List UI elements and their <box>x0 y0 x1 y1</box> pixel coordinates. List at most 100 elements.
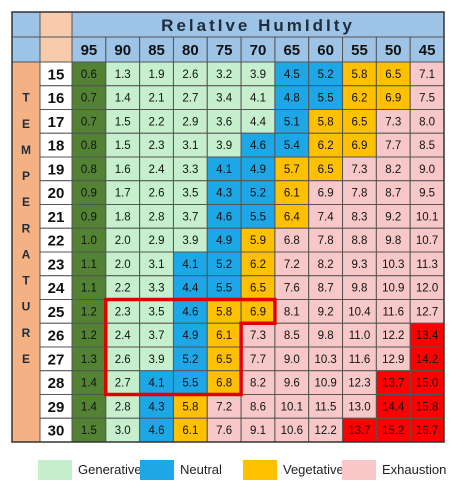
cell-value-label: 15.8 <box>416 401 438 413</box>
cell-value-label: 5.8 <box>351 69 367 81</box>
cell-value-label: 7.3 <box>385 116 401 128</box>
y-axis-label-letter: A <box>22 247 31 261</box>
cell-value-label: 6.1 <box>284 188 300 200</box>
y-tick-label: 28 <box>48 375 65 392</box>
cell-value-label: 4.1 <box>250 93 266 105</box>
cell-value-label: 1.2 <box>81 330 97 342</box>
cell-value-label: 8.7 <box>385 188 401 200</box>
cell-value-label: 5.5 <box>250 211 266 223</box>
cell-value-label: 1.8 <box>115 211 131 223</box>
cell-value-label: 4.5 <box>284 69 300 81</box>
cell-value-label: 8.5 <box>284 330 300 342</box>
cell-value-label: 1.5 <box>115 140 131 152</box>
y-axis-label-letter: E <box>22 195 30 209</box>
cell-value-label: 4.1 <box>182 259 198 271</box>
cell-value-label: 11.5 <box>315 401 337 413</box>
cell-value-label: 1.7 <box>115 188 131 200</box>
x-tick-label: 75 <box>216 42 233 59</box>
cell-value-label: 10.6 <box>281 425 303 437</box>
legend-swatch-vegetative <box>243 460 277 480</box>
y-axis-label-letter: R <box>22 221 31 235</box>
cell-value-label: 4.6 <box>216 211 232 223</box>
cell-value-label: 7.6 <box>216 425 232 437</box>
cell-value-label: 9.3 <box>351 259 367 271</box>
cell-value-label: 2.0 <box>115 235 131 247</box>
cell-value-label: 14.2 <box>416 354 438 366</box>
cell-value-label: 12.2 <box>382 330 404 342</box>
cell-value-label: 6.5 <box>318 164 334 176</box>
y-tick-label: 21 <box>48 209 65 226</box>
x-tick-label: 55 <box>351 42 368 59</box>
cell-value-label: 6.8 <box>284 235 300 247</box>
y-tick-label: 26 <box>48 328 65 345</box>
cell-value-label: 6.4 <box>284 211 301 223</box>
cell-value-label: 6.9 <box>351 140 367 152</box>
cell-value-label: 3.3 <box>182 164 198 176</box>
cell-value-label: 10.3 <box>314 354 336 366</box>
cell-value-label: 3.3 <box>149 283 165 295</box>
cell-value-label: 5.1 <box>284 116 300 128</box>
cell-value-label: 13.0 <box>348 401 370 413</box>
cell-value-label: 6.5 <box>216 354 232 366</box>
cell-value-label: 7.7 <box>250 354 266 366</box>
cell-value-label: 2.8 <box>115 401 131 413</box>
cell-value-label: 4.6 <box>250 140 266 152</box>
cell-value-label: 10.3 <box>382 259 404 271</box>
cell-value-label: 3.7 <box>149 330 165 342</box>
cell-value-label: 3.9 <box>216 140 232 152</box>
cell-value-label: 0.7 <box>81 93 97 105</box>
cell-value-label: 3.5 <box>182 188 198 200</box>
cell-value-label: 3.9 <box>149 354 165 366</box>
cell-value-label: 10.1 <box>281 401 303 413</box>
cell-value-label: 10.7 <box>416 235 438 247</box>
cell-value-label: 12.9 <box>382 354 404 366</box>
cell-value-label: 6.1 <box>216 330 232 342</box>
y-axis-label-letter: P <box>22 169 30 183</box>
cell-value-label: 2.0 <box>115 259 131 271</box>
cell-value-label: 12.0 <box>416 283 438 295</box>
legend-label-neutral: Neutral <box>180 462 222 477</box>
cell-value-label: 0.8 <box>81 164 97 176</box>
legend-label-vegetative: Vegetative <box>283 462 344 477</box>
cell-value-label: 9.8 <box>385 235 401 247</box>
cell-value-label: 2.7 <box>115 378 131 390</box>
cell-value-label: 1.4 <box>115 93 132 105</box>
cell-value-label: 5.5 <box>318 93 334 105</box>
cell-value-label: 3.9 <box>182 235 198 247</box>
chart-border <box>11 11 445 443</box>
x-header-cell <box>274 36 310 63</box>
cell-value-label: 5.8 <box>182 401 198 413</box>
cell-value-label: 5.5 <box>216 283 232 295</box>
cell-value-label: 9.2 <box>385 211 401 223</box>
y-axis-label-letter: M <box>21 143 31 157</box>
cell-value-label: 5.5 <box>182 378 198 390</box>
cell-value-label: 5.7 <box>284 164 300 176</box>
corner-cell-top-left <box>11 11 41 38</box>
cell-value-label: 3.1 <box>182 140 198 152</box>
y-tick-label: 24 <box>48 280 65 297</box>
cell-value-label: 2.8 <box>149 211 165 223</box>
cell-value-label: 15.0 <box>416 378 438 390</box>
x-header-cell <box>342 36 377 63</box>
cell-value-label: 2.4 <box>115 330 132 342</box>
cell-value-label: 6.9 <box>318 188 334 200</box>
cell-value-label: 12.3 <box>348 378 370 390</box>
cell-value-label: 7.3 <box>351 164 367 176</box>
cell-value-label: 8.7 <box>318 283 334 295</box>
cell-value-label: 3.7 <box>182 211 198 223</box>
cell-value-label: 2.6 <box>182 69 198 81</box>
y-tick-label: 15 <box>48 66 65 83</box>
x-tick-label: 65 <box>283 42 300 59</box>
y-axis-label-letter: E <box>22 352 30 366</box>
cell-value-label: 9.0 <box>284 354 300 366</box>
cell-value-label: 7.4 <box>318 211 335 223</box>
cell-value-label: 14.4 <box>382 401 405 413</box>
cell-value-label: 12.7 <box>416 306 438 318</box>
cell-value-label: 15.2 <box>382 425 404 437</box>
cell-value-label: 12.2 <box>314 425 336 437</box>
legend-label-generative: Generative <box>78 462 142 477</box>
cell-value-label: 9.6 <box>284 378 300 390</box>
cell-value-label: 6.9 <box>250 306 266 318</box>
y-axis-label-letter: U <box>22 300 31 314</box>
x-tick-label: 50 <box>385 42 402 59</box>
